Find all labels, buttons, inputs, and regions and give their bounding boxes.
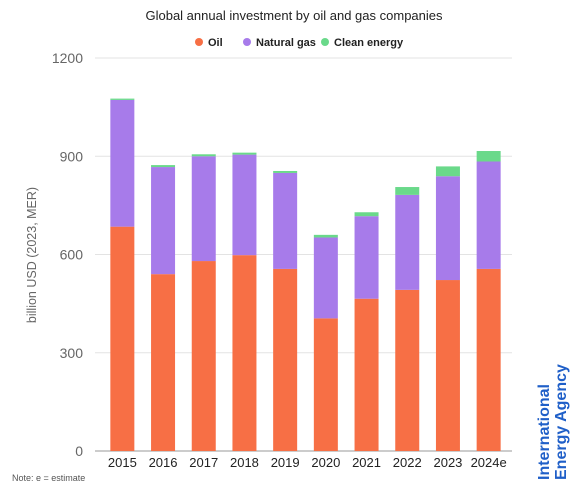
x-tick-label: 2024e xyxy=(471,455,507,470)
bar-clean-energy-2023 xyxy=(435,166,460,177)
chart-note: Note: e = estimate xyxy=(12,473,85,483)
bar-clean-energy-2020 xyxy=(313,234,338,238)
chart-title: Global annual investment by oil and gas … xyxy=(145,8,443,23)
y-tick-label: 900 xyxy=(60,148,84,164)
bar-natural-gas-2017 xyxy=(191,156,216,262)
bar-natural-gas-2019 xyxy=(273,172,298,269)
bar-natural-gas-2018 xyxy=(232,154,257,256)
x-tick-label: 2021 xyxy=(352,455,381,470)
bar-natural-gas-2015 xyxy=(110,99,135,227)
y-tick-label: 1200 xyxy=(52,50,83,66)
bar-clean-energy-2017 xyxy=(191,154,216,157)
y-tick-label: 300 xyxy=(60,345,84,361)
bar-natural-gas-2024e xyxy=(476,161,501,269)
bar-oil-2017 xyxy=(191,261,216,451)
bar-clean-energy-2024e xyxy=(476,151,501,162)
bar-clean-energy-2021 xyxy=(354,212,379,217)
bar-oil-2015 xyxy=(110,226,135,451)
bar-clean-energy-2016 xyxy=(151,165,176,168)
x-tick-label: 2015 xyxy=(108,455,137,470)
bar-oil-2023 xyxy=(435,280,460,451)
legend-swatch xyxy=(195,38,203,46)
legend-label: Clean energy xyxy=(334,37,404,49)
x-tick-label: 2020 xyxy=(311,455,340,470)
x-tick-label: 2016 xyxy=(149,455,178,470)
bar-oil-2024e xyxy=(476,268,501,451)
x-axis-ticks: 2015 2016 2017 2018 2019 2020 2021 2022 2023 2024… xyxy=(108,455,507,470)
bar-clean-energy-2019 xyxy=(273,170,298,173)
legend-swatch xyxy=(243,38,251,46)
x-tick-label: 2022 xyxy=(393,455,422,470)
bar-natural-gas-2021 xyxy=(354,216,379,299)
bar-natural-gas-2016 xyxy=(151,167,176,275)
legend-label: Oil xyxy=(208,37,223,49)
x-tick-label: 2023 xyxy=(433,455,462,470)
bar-oil-2019 xyxy=(273,268,298,451)
brand-line-1: International xyxy=(536,384,553,480)
bar-oil-2022 xyxy=(395,289,420,451)
bar-clean-energy-2015 xyxy=(110,98,135,100)
bar-natural-gas-2020 xyxy=(313,237,338,319)
y-tick-label: 0 xyxy=(75,443,83,459)
legend-swatch xyxy=(321,38,329,46)
iea-logo: International Energy Agency xyxy=(536,364,570,480)
chart-legend: Oil Natural gas Clean energy xyxy=(195,37,404,49)
bar-natural-gas-2022 xyxy=(395,194,420,290)
bar-oil-2021 xyxy=(354,298,379,451)
legend-label: Natural gas xyxy=(256,37,316,49)
bar-oil-2018 xyxy=(232,255,257,451)
y-tick-label: 600 xyxy=(60,247,84,263)
bar-clean-energy-2022 xyxy=(395,187,420,195)
bar-oil-2020 xyxy=(313,318,338,451)
x-tick-label: 2017 xyxy=(189,455,218,470)
bar-oil-2016 xyxy=(151,274,176,451)
x-tick-label: 2018 xyxy=(230,455,259,470)
y-axis-ticks: 0 300 600 900 1200 xyxy=(52,50,83,459)
y-axis-label: billion USD (2023, MER) xyxy=(25,187,39,323)
brand-line-2: Energy Agency xyxy=(553,364,570,480)
bar-natural-gas-2023 xyxy=(435,176,460,281)
x-tick-label: 2019 xyxy=(271,455,300,470)
bar-clean-energy-2018 xyxy=(232,152,257,155)
bar-series xyxy=(110,98,501,451)
